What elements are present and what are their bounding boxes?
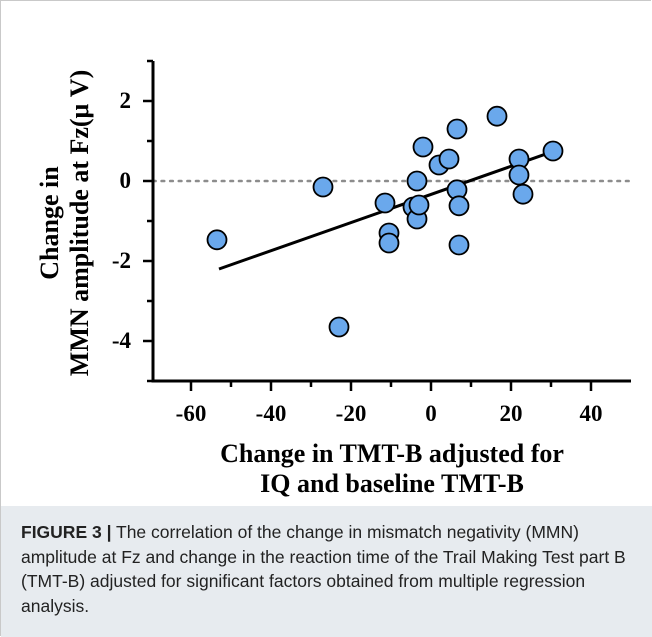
scatter-point — [512, 183, 534, 205]
scatter-point — [438, 148, 460, 170]
scatter-point — [408, 194, 430, 216]
scatter-point — [542, 140, 564, 162]
y-tick-label: -4 — [112, 328, 132, 353]
y-axis-label: Change in — [35, 166, 64, 280]
scatter-plot: 2 0 -2 -4 -60 -40 -20 0 20 40 Change in TMT-B adju… — [1, 1, 652, 506]
scatter-point — [508, 164, 530, 186]
scatter-point — [378, 232, 400, 254]
scatter-point — [206, 229, 228, 251]
caption-label: FIGURE 3 | — [21, 522, 112, 542]
scatter-point — [448, 234, 470, 256]
scatter-point — [312, 176, 334, 198]
x-tick-label: 20 — [500, 401, 523, 426]
y-tick-label: 0 — [120, 168, 132, 193]
x-tick-label: -40 — [256, 401, 287, 426]
caption-text: The correlation of the change in mismatc… — [21, 522, 626, 616]
x-tick-label: -60 — [176, 401, 207, 426]
scatter-point — [406, 170, 428, 192]
scatter-point — [446, 118, 468, 140]
x-axis-label: Change in TMT-B adjusted for — [220, 439, 564, 468]
figure-caption: FIGURE 3 | The correlation of the change… — [1, 506, 652, 637]
x-axis-label: IQ and baseline TMT-B — [260, 469, 524, 498]
scatter-point — [486, 105, 508, 127]
scatter-point — [448, 195, 470, 217]
scatter-point — [328, 316, 350, 338]
scatter-point — [412, 136, 434, 158]
x-tick-label: -20 — [336, 401, 367, 426]
x-tick-label: 0 — [425, 401, 437, 426]
y-tick-label: 2 — [120, 88, 132, 113]
y-tick-label: -2 — [112, 248, 131, 273]
x-tick-label: 40 — [580, 401, 603, 426]
y-axis-label: MMN amplitude at Fz(μ V) — [65, 70, 94, 376]
scatter-point — [374, 192, 396, 214]
